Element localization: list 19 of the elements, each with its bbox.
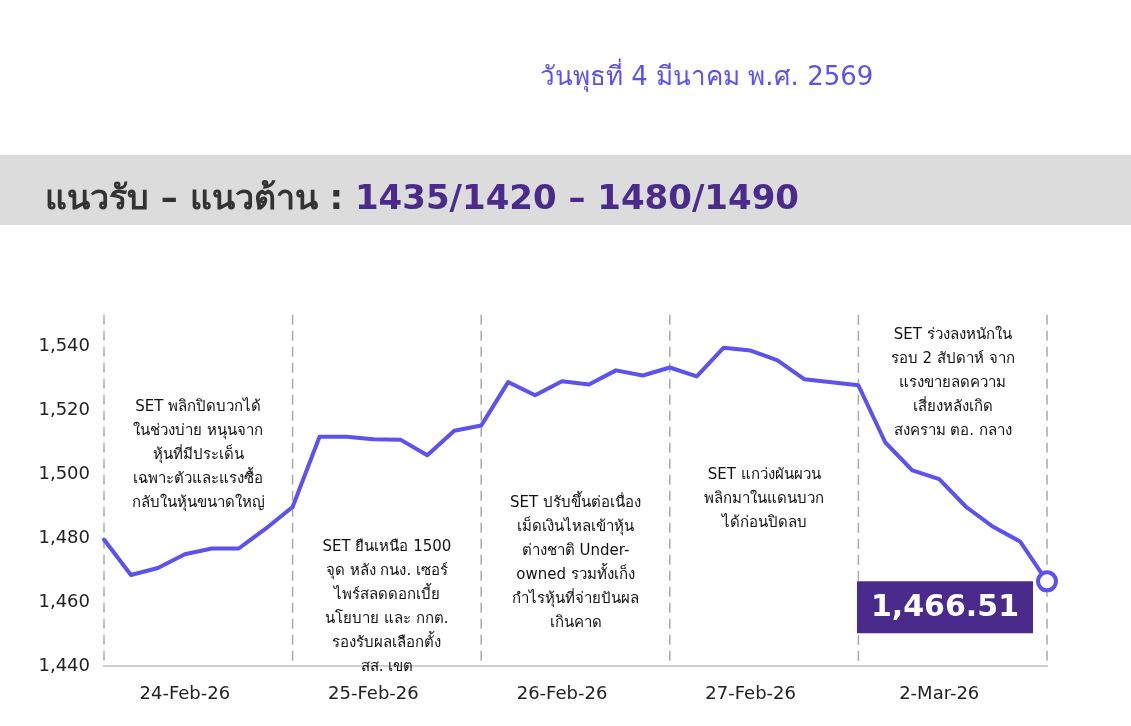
- annotation: SET ปรับขึ้นต่อเนื่อง เม็ดเงินไหลเข้าหุ้น ต่างชาติ Under- owned รวมทั้งเก็ง กำไรหุ้นที่จ่ายปันผล เกินคาด: [510, 490, 641, 631]
- x-tick-label: 2-Mar-26: [899, 682, 980, 704]
- y-tick-label: 1,500: [38, 462, 90, 484]
- annotation: SET พลิกปิดบวกได้ ในช่วงบ่าย หนุนจาก หุ้นที่มีประเด็น เฉพาะตัวและแรงซื้อ กลับในหุ้นขนาดใหญ่: [131, 396, 265, 512]
- annotation: SET ร่วงลงหนักใน รอบ 2 สัปดาห์ จาก แรงขายลดความ เสี่ยงหลังเกิด สงคราม ตอ. กลาง: [890, 324, 1015, 439]
- annotation: SET แกว่งผันผวน พลิกมาในแดนบวก ได้ก่อนปิดลบ: [704, 464, 825, 531]
- y-tick-label: 1,480: [38, 525, 90, 547]
- data-label: 1,466.51: [870, 588, 1019, 624]
- x-tick-label: 24-Feb-26: [139, 682, 231, 704]
- x-tick-label: 27-Feb-26: [705, 682, 796, 704]
- chart-title: แนวรับ – แนวต้าน : 1435/1420 – 1480/1490: [45, 176, 799, 219]
- y-tick-label: 1,460: [38, 589, 90, 611]
- y-tick-label: 1,440: [38, 653, 90, 675]
- x-tick-label: 25-Feb-26: [328, 682, 419, 704]
- chart-subtitle: วันพุธที่ 4 มีนาคม พ.ศ. 2569: [540, 57, 874, 94]
- x-tick-label: 26-Feb-26: [516, 682, 608, 704]
- y-tick-label: 1,520: [38, 398, 90, 420]
- annotation: SET ยืนเหนือ 1500 จุด หลัง กนง. เซอร์ ไพร์สลดดอกเบี้ย นโยบาย และ กกต. รองรับผลเลือกตั้ง สส. เขต: [322, 536, 452, 675]
- y-tick-label: 1,540: [38, 334, 90, 356]
